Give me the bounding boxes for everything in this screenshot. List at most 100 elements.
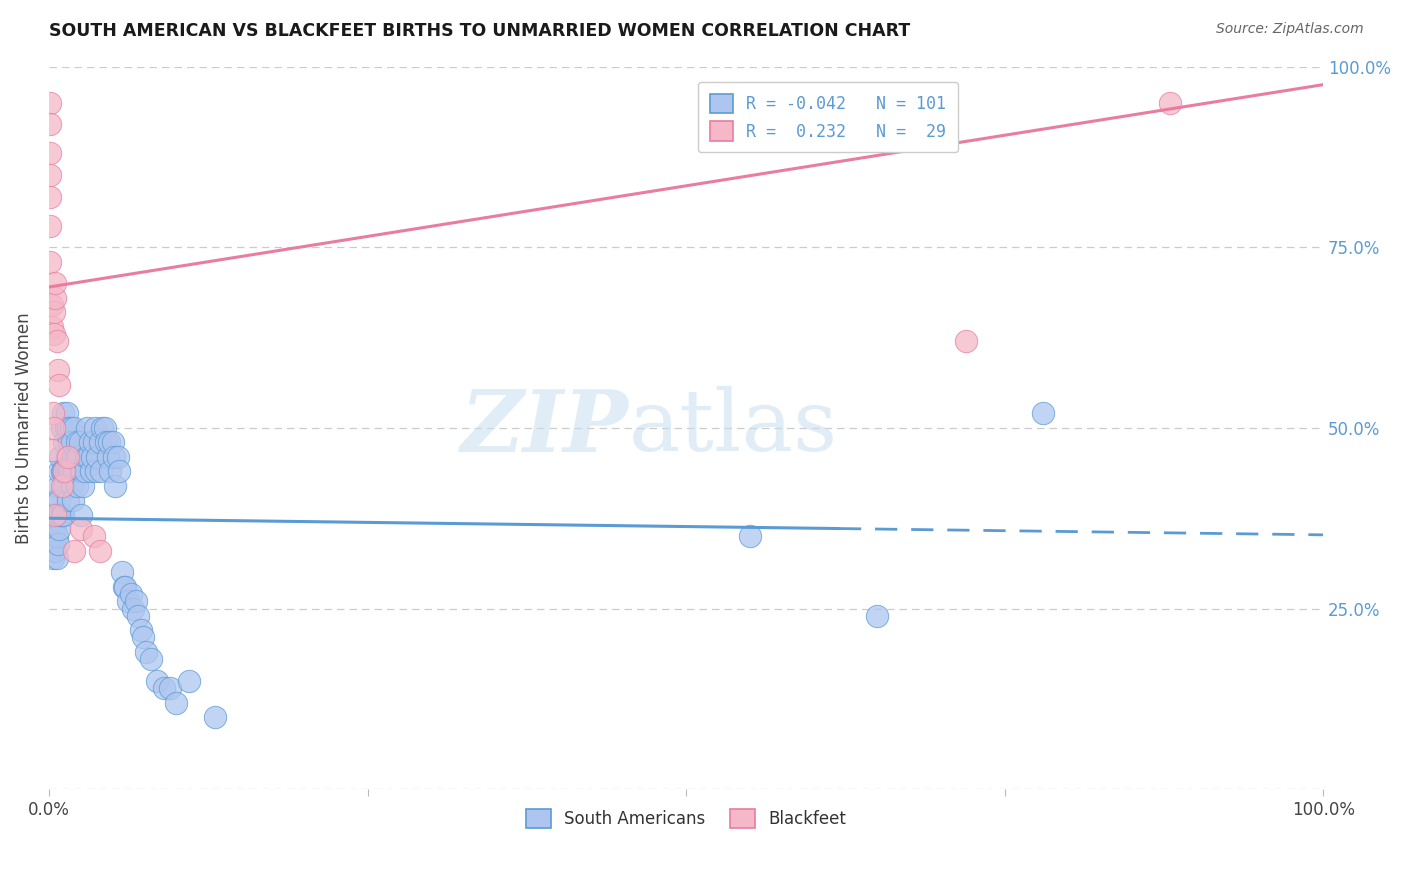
Point — [117, 594, 139, 608]
Point — [72, 479, 94, 493]
Point — [45, 508, 67, 522]
Point — [59, 464, 82, 478]
Point — [41, 543, 63, 558]
Point — [48, 377, 70, 392]
Point — [132, 631, 155, 645]
Point — [77, 450, 100, 464]
Point — [89, 435, 111, 450]
Point — [866, 608, 889, 623]
Point — [84, 464, 107, 478]
Point — [97, 450, 120, 464]
Y-axis label: Births to Unmarried Women: Births to Unmarried Women — [15, 312, 32, 544]
Point — [738, 529, 761, 543]
Point — [96, 435, 118, 450]
Point — [152, 681, 174, 695]
Point — [46, 508, 69, 522]
Point — [58, 435, 80, 450]
Point — [56, 407, 79, 421]
Point — [91, 421, 114, 435]
Point — [70, 464, 93, 478]
Point — [41, 442, 63, 457]
Point — [59, 421, 82, 435]
Point — [42, 407, 65, 421]
Point — [41, 298, 63, 312]
Point — [48, 464, 70, 478]
Point — [53, 435, 76, 450]
Point — [46, 536, 69, 550]
Point — [124, 594, 146, 608]
Point — [83, 421, 105, 435]
Point — [80, 464, 103, 478]
Point — [79, 435, 101, 450]
Point — [42, 515, 65, 529]
Point — [120, 587, 142, 601]
Point — [60, 435, 83, 450]
Point — [53, 464, 76, 478]
Point — [67, 450, 90, 464]
Text: SOUTH AMERICAN VS BLACKFEET BIRTHS TO UNMARRIED WOMEN CORRELATION CHART: SOUTH AMERICAN VS BLACKFEET BIRTHS TO UN… — [49, 22, 911, 40]
Point — [1159, 95, 1181, 110]
Point — [45, 334, 67, 349]
Point — [39, 95, 62, 110]
Point — [56, 450, 79, 464]
Point — [204, 710, 226, 724]
Point — [89, 543, 111, 558]
Point — [66, 479, 89, 493]
Point — [48, 522, 70, 536]
Point — [146, 673, 169, 688]
Point — [66, 435, 89, 450]
Point — [135, 645, 157, 659]
Point — [129, 624, 152, 638]
Point — [97, 435, 120, 450]
Point — [53, 479, 76, 493]
Point — [60, 479, 83, 493]
Point — [41, 536, 63, 550]
Legend: South Americans, Blackfeet: South Americans, Blackfeet — [519, 803, 853, 835]
Point — [42, 529, 65, 543]
Point — [44, 543, 66, 558]
Point — [83, 435, 105, 450]
Point — [65, 450, 87, 464]
Point — [82, 450, 104, 464]
Point — [165, 696, 187, 710]
Point — [46, 479, 69, 493]
Point — [41, 319, 63, 334]
Point — [63, 464, 86, 478]
Point — [104, 479, 127, 493]
Point — [46, 363, 69, 377]
Point — [110, 566, 132, 580]
Point — [179, 673, 201, 688]
Point — [955, 334, 977, 349]
Point — [94, 421, 117, 435]
Point — [45, 551, 67, 566]
Point — [63, 421, 86, 435]
Point — [42, 326, 65, 341]
Point — [76, 421, 98, 435]
Point — [39, 219, 62, 233]
Point — [42, 421, 65, 435]
Text: Source: ZipAtlas.com: Source: ZipAtlas.com — [1216, 22, 1364, 37]
Point — [45, 529, 67, 543]
Point — [44, 291, 66, 305]
Point — [73, 464, 96, 478]
Point — [42, 305, 65, 319]
Point — [39, 117, 62, 131]
Point — [44, 493, 66, 508]
Point — [44, 522, 66, 536]
Text: atlas: atlas — [628, 386, 838, 469]
Point — [127, 608, 149, 623]
Point — [56, 464, 79, 478]
Point — [62, 493, 84, 508]
Point — [56, 450, 79, 464]
Point — [90, 464, 112, 478]
Point — [51, 421, 73, 435]
Point — [51, 464, 73, 478]
Point — [98, 464, 121, 478]
Point — [52, 407, 75, 421]
Point — [39, 254, 62, 268]
Point — [69, 522, 91, 536]
Point — [107, 450, 129, 464]
Point — [108, 464, 131, 478]
Point — [51, 508, 73, 522]
Point — [1032, 407, 1054, 421]
